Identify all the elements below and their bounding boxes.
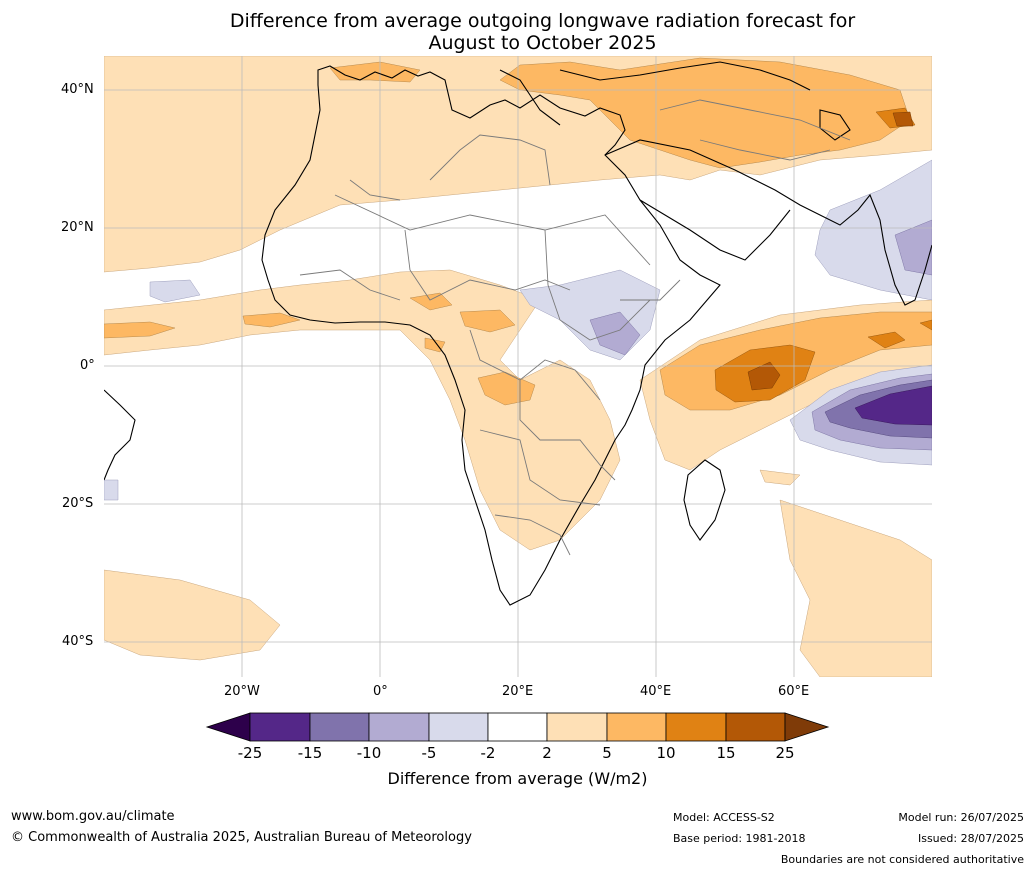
colorbar-tick: 15 [716, 744, 736, 762]
colorbar-bin-5-10 [606, 712, 667, 742]
title-line-1: Difference from average outgoing longwav… [229, 10, 856, 32]
footer-model: Model: ACCESS-S2 [673, 811, 775, 824]
colorbar-tick: -25 [237, 744, 263, 762]
footer-base-period: Base period: 1981-2018 [673, 832, 806, 845]
colorbar-bin-n25-n15 [249, 712, 311, 742]
colorbar-tick: 5 [602, 744, 612, 762]
colorbar-extend-min [205, 712, 251, 742]
colorbar-label: Difference from average (W/m2) [387, 769, 648, 788]
country-borders [299, 99, 851, 556]
colorbar-tick: -5 [421, 744, 437, 762]
footer-copyright: © Commonwealth of Australia 2025, Austra… [11, 830, 472, 845]
colorbar-tick: -15 [297, 744, 323, 762]
map-gridlines [104, 56, 932, 677]
footer-model-run: Model run: 26/07/2025 [898, 811, 1024, 824]
map-panel: 40°N 20°N 0° 20°S 40°S 20°W 0° 20°E 40°E… [61, 56, 932, 699]
lat-label-20s: 20°S [62, 496, 94, 511]
colorbar-bin-10-15 [665, 712, 727, 742]
lat-label-40s: 40°S [62, 634, 94, 649]
colorbar-extend-max [784, 712, 830, 742]
colorbar-bin-2-5 [546, 712, 608, 742]
colorbar-bin-n5-n2 [428, 712, 489, 742]
colorbar-bin-15-25 [725, 712, 786, 742]
colorbar-tick: 2 [542, 744, 552, 762]
map-canvas [104, 56, 932, 677]
lat-label-0: 0° [80, 358, 95, 373]
colorbar-tick: -10 [356, 744, 382, 762]
lon-label-20w: 20°W [224, 684, 260, 699]
colorbar [205, 712, 830, 742]
lon-label-40e: 40°E [640, 684, 672, 699]
colorbar-tick: 10 [656, 744, 676, 762]
lon-label-60e: 60°E [778, 684, 810, 699]
colorbar-bin-n2-2 [487, 712, 548, 742]
colorbar-tick: -2 [480, 744, 496, 762]
coastlines [104, 61, 932, 606]
footer-issued: Issued: 28/07/2025 [917, 832, 1024, 845]
footer-disclaimer: Boundaries are not considered authoritat… [780, 853, 1024, 866]
map-title: Difference from average outgoing longwav… [0, 10, 1035, 54]
lon-label-0: 0° [373, 684, 388, 699]
lon-label-20e: 20°E [502, 684, 534, 699]
lat-label-40n: 40°N [61, 82, 94, 97]
anomaly-15-to-25-region [747, 111, 914, 391]
colorbar-tick: 25 [775, 744, 795, 762]
anomaly-minus25-to-minus15-region [854, 385, 932, 426]
footer-url[interactable]: www.bom.gov.au/climate [11, 809, 175, 824]
lat-label-20n: 20°N [61, 220, 94, 235]
colorbar-bin-n10-n5 [368, 712, 430, 742]
colorbar-bin-n15-n10 [309, 712, 370, 742]
title-line-2: August to October 2025 [428, 32, 657, 54]
